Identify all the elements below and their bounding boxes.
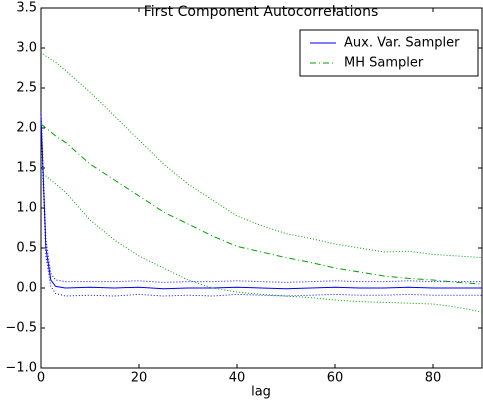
legend-label: MH Sampler — [344, 56, 424, 71]
legend-box — [299, 29, 479, 77]
y-tick-label: 1.0 — [16, 201, 37, 216]
series-line — [40, 115, 482, 290]
x-tick-label: 40 — [229, 371, 246, 386]
series-line — [40, 123, 483, 285]
chart-title: First Component Autocorrelations — [144, 4, 379, 20]
x-tick-label: 60 — [327, 371, 344, 386]
band-lower — [40, 123, 482, 297]
x-tick-label: 0 — [37, 371, 45, 386]
x-tick-label: 80 — [425, 371, 442, 386]
band-upper — [40, 111, 482, 283]
y-tick-label: −1.0 — [5, 361, 37, 376]
x-tick-label: 20 — [131, 371, 148, 386]
y-tick-label: 0.5 — [16, 241, 37, 256]
legend-label: Aux. Var. Sampler — [344, 36, 460, 51]
y-tick-label: 2.0 — [16, 121, 37, 136]
y-tick-label: 0.0 — [16, 281, 37, 296]
y-tick-label: 1.5 — [16, 161, 37, 176]
band-upper — [40, 51, 483, 259]
y-tick-label: −0.5 — [5, 321, 37, 336]
y-tick-label: 3.5 — [16, 1, 37, 16]
y-tick-label: 3.0 — [16, 41, 37, 56]
plot-frame — [40, 7, 483, 369]
x-axis-label: lag — [251, 385, 271, 400]
y-tick-label: 2.5 — [16, 81, 37, 96]
band-lower — [40, 171, 483, 313]
